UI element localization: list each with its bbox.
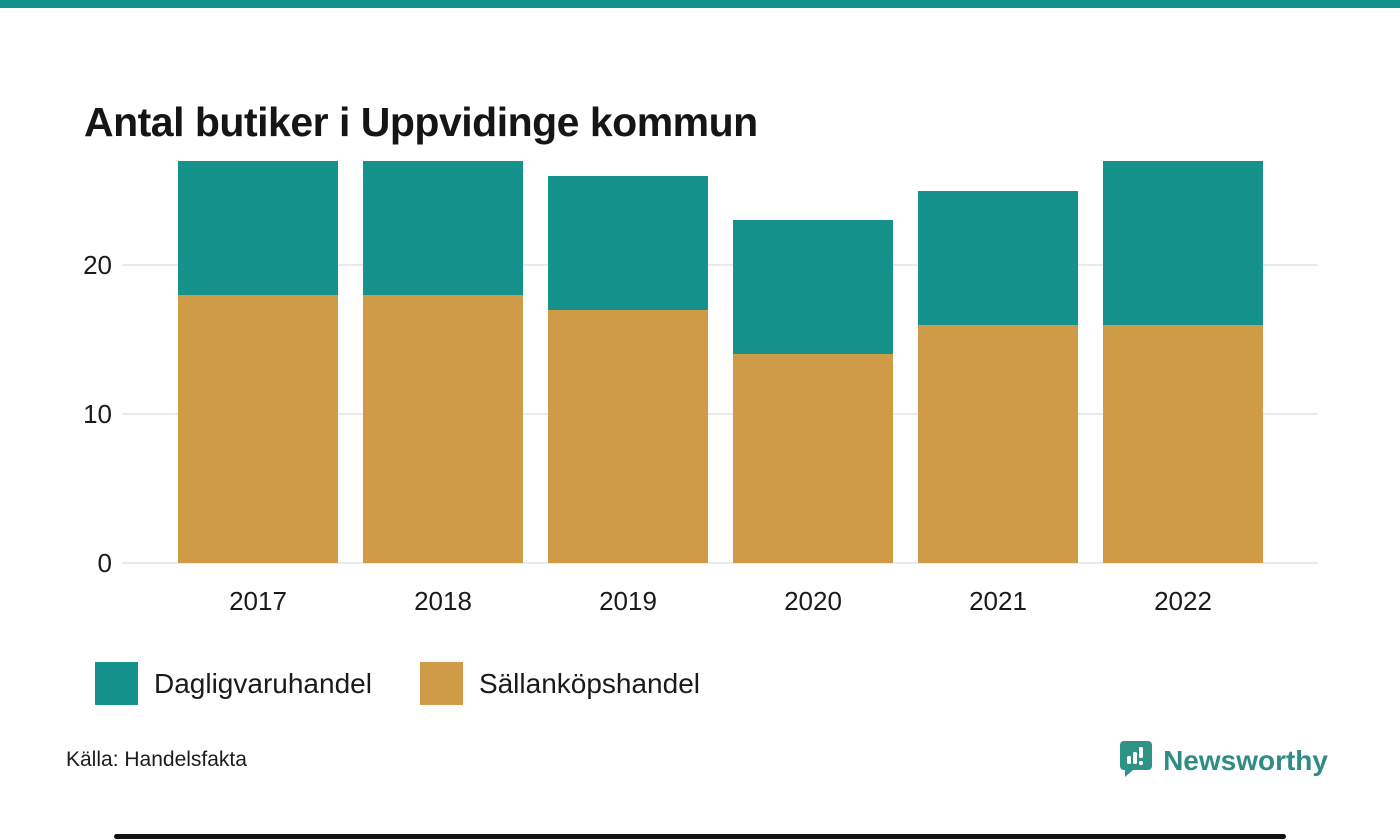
legend-label: Dagligvaruhandel	[154, 668, 372, 699]
legend-swatch-teal	[95, 662, 138, 705]
y-tick-label: 20	[83, 250, 112, 280]
legend-swatch-gold	[419, 662, 463, 705]
legend-item-sallankopshandel: Sällanköpshandel	[419, 662, 700, 705]
bar-segment	[548, 175, 708, 310]
source-note: Källa: Handelsfakta	[66, 748, 247, 771]
bar-segment	[918, 324, 1078, 563]
gridline	[122, 264, 1318, 266]
x-tick-label: 2019	[599, 586, 657, 616]
bar-segment	[363, 160, 523, 295]
brand-logo: Newsworthy	[1119, 740, 1328, 782]
x-tick-label: 2021	[969, 586, 1027, 616]
x-tick-label: 2017	[229, 586, 287, 616]
gridline	[122, 413, 1318, 415]
bar-segment	[733, 354, 893, 563]
brand-name: Newsworthy	[1163, 745, 1328, 776]
bar-chart-speech-bubble-icon	[1119, 740, 1153, 782]
legend: Dagligvaruhandel Sällanköpshandel	[95, 662, 700, 705]
bar-segment	[178, 294, 338, 563]
bar-segment	[733, 220, 893, 355]
x-tick-label: 2018	[414, 586, 472, 616]
bar-segment	[918, 190, 1078, 325]
chart-title: Antal butiker i Uppvidinge kommun	[84, 99, 758, 146]
y-tick-label: 10	[83, 399, 112, 429]
x-tick-label: 2020	[784, 586, 842, 616]
bar-segment	[1103, 160, 1263, 325]
y-tick-label: 0	[97, 548, 112, 578]
legend-item-dagligvaruhandel: Dagligvaruhandel	[95, 662, 372, 705]
x-tick-label: 2022	[1154, 586, 1212, 616]
bar-segment	[363, 294, 523, 563]
top-accent-bar	[0, 0, 1400, 8]
bar-segment	[548, 309, 708, 563]
legend-label: Sällanköpshandel	[478, 668, 700, 699]
bar-segment	[178, 160, 338, 295]
bottom-bar	[114, 834, 1286, 839]
gridline	[122, 562, 1318, 564]
bar-segment	[1103, 324, 1263, 563]
